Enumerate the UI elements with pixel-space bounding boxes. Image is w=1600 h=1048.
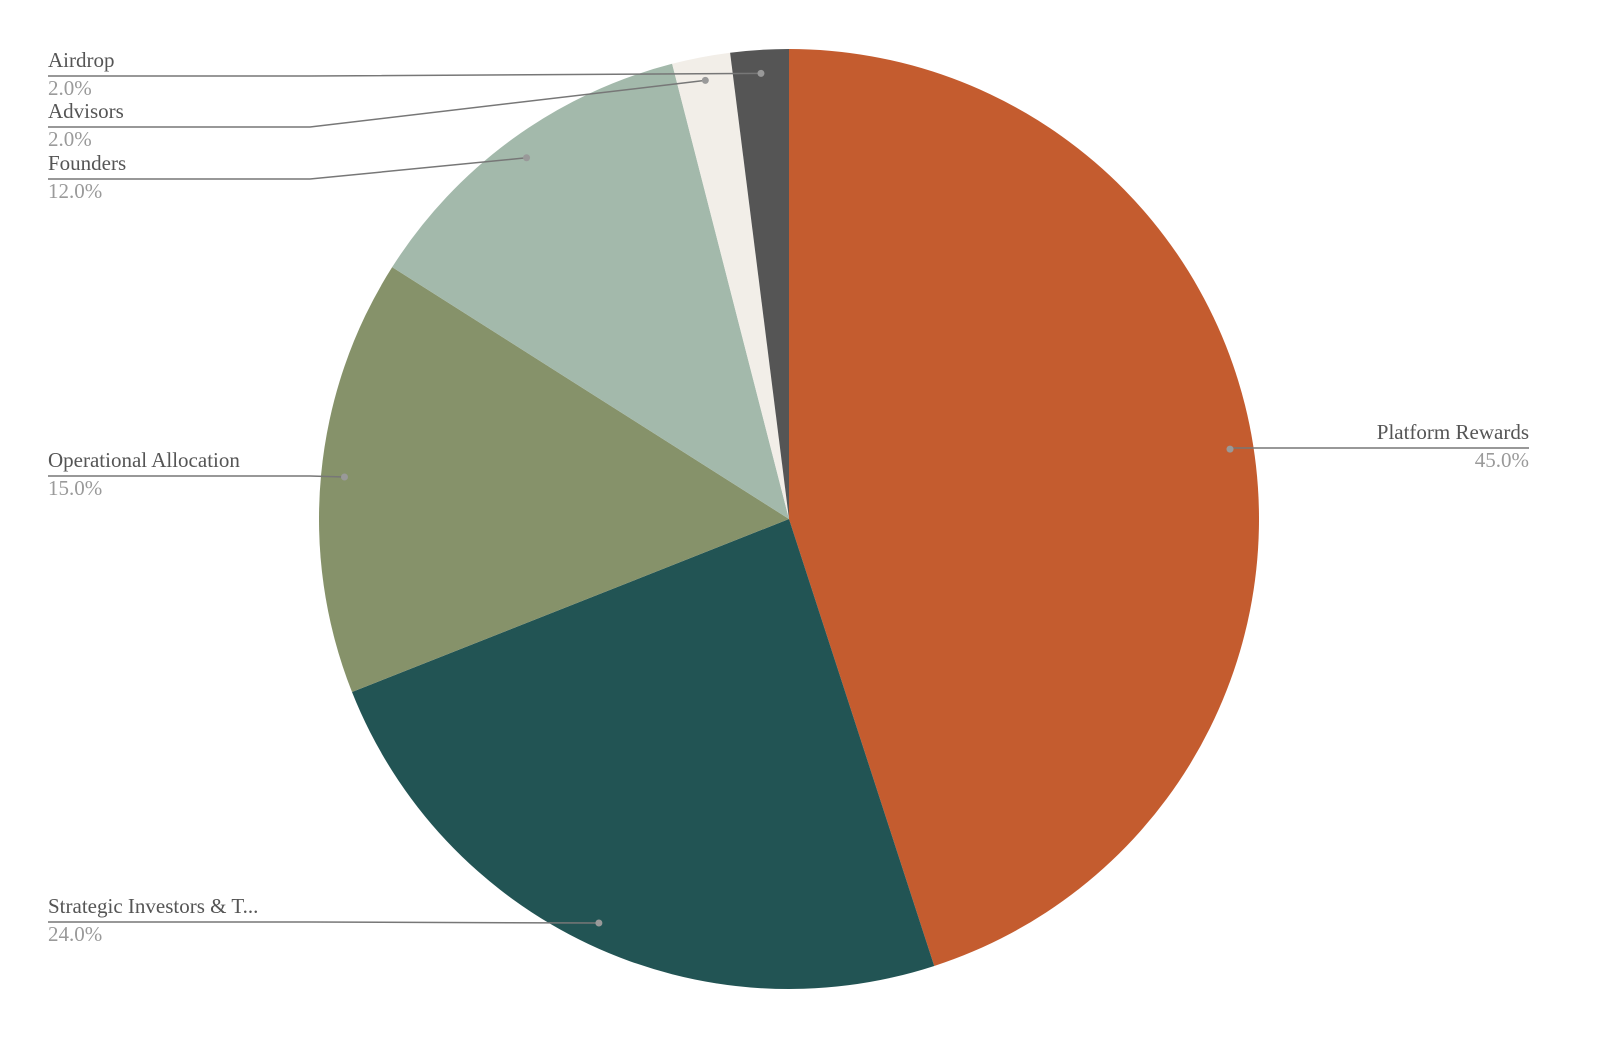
leader-dot: [757, 69, 765, 77]
slice-label: Platform Rewards: [1377, 420, 1529, 444]
slice-label: Operational Allocation: [48, 448, 240, 472]
slice-value: 12.0%: [48, 179, 102, 203]
pie-slice: [319, 267, 789, 693]
pie-slice: [352, 519, 935, 990]
slice-value: 15.0%: [48, 476, 102, 500]
leader-line: [48, 157, 527, 180]
leader-dot: [701, 76, 709, 84]
leader-dot: [595, 919, 603, 927]
slice-value: 2.0%: [48, 127, 92, 151]
slice-value: 24.0%: [48, 922, 102, 946]
pie-slice: [730, 49, 789, 519]
pie-slice: [672, 52, 789, 520]
slice-label: Founders: [48, 151, 126, 175]
leader-line: [48, 72, 761, 77]
leader-line: [48, 921, 599, 924]
leader-dot: [1226, 445, 1234, 453]
slice-label: Airdrop: [48, 48, 115, 72]
leader-dot: [340, 473, 348, 481]
leader-line: [48, 79, 706, 128]
slice-label: Strategic Investors & T...: [48, 894, 258, 918]
pie-slice: [789, 49, 1259, 966]
slice-label: Advisors: [48, 99, 124, 123]
pie-slice: [392, 63, 789, 519]
slice-value: 2.0%: [48, 76, 92, 100]
slice-value: 45.0%: [1475, 448, 1529, 472]
leader-dot: [523, 154, 531, 162]
leader-line: [48, 475, 345, 478]
